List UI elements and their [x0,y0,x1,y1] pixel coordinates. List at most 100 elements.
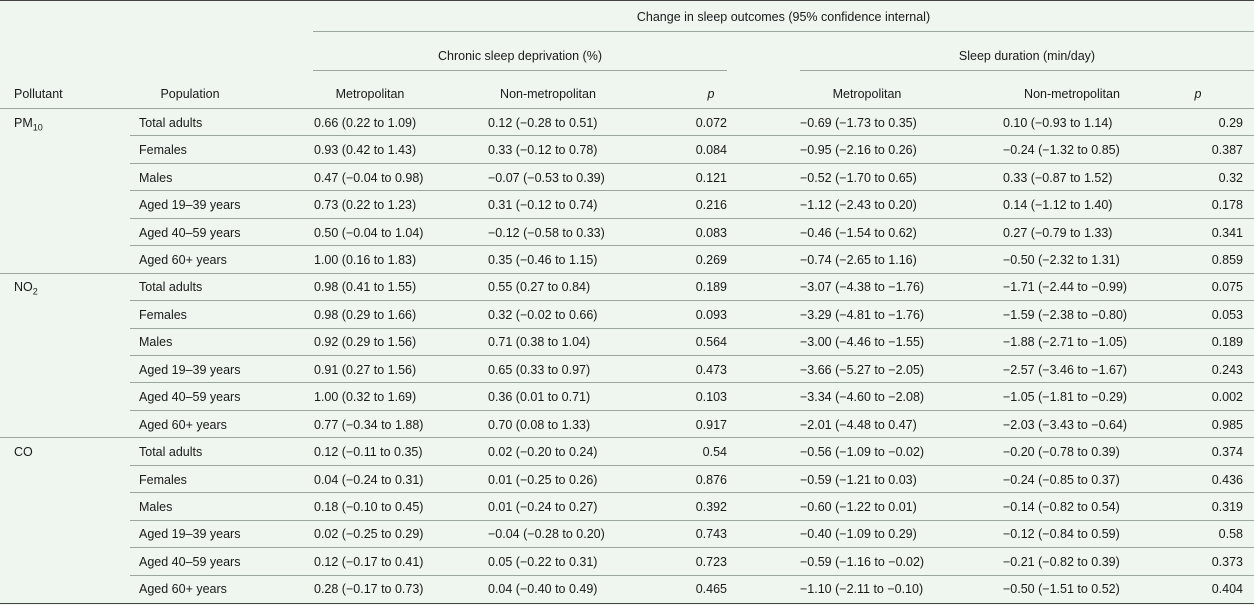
pollutant-subscript: 10 [32,122,43,133]
value-cell: −0.21 (−0.82 to 0.39) [1003,554,1120,569]
pollutant-label: NO2 [14,279,38,300]
title-rule [313,31,1254,32]
value-cell: 0.02 (−0.20 to 0.24) [488,445,598,460]
value-cell: −0.14 (−0.82 to 0.54) [1003,499,1120,514]
value-cell: −1.59 (−2.38 to −0.80) [1003,307,1128,322]
pollutant-name: CO [14,445,33,460]
value-cell: 0.387 [1211,143,1243,158]
group-header: Sleep duration (min/day) [958,49,1096,63]
population-cell: Aged 40–59 years [139,225,241,240]
value-cell: 0.58 [1218,527,1243,542]
population-cell: Total adults [139,280,203,295]
value-cell: 0.319 [1211,499,1243,514]
value-cell: −1.12 (−2.43 to 0.20) [800,198,917,213]
row-rule [130,217,1254,219]
value-cell: 0.10 (−0.93 to 1.14) [1003,115,1113,130]
value-cell: −3.66 (−5.27 to −2.05) [800,362,925,377]
value-cell: 0.12 (−0.11 to 0.35) [314,445,423,460]
value-cell: 0.33 (−0.87 to 1.52) [1003,170,1113,185]
value-cell: 0.392 [695,499,727,514]
value-cell: 0.14 (−1.12 to 1.40) [1003,198,1113,213]
value-cell: 0.985 [1211,417,1243,432]
population-cell: Males [139,499,173,514]
value-cell: 0.70 (0.08 to 1.33) [488,417,591,432]
value-cell: −0.20 (−0.78 to 0.39) [1003,445,1120,460]
value-cell: 0.50 (−0.04 to 1.04) [314,225,424,240]
value-cell: −3.07 (−4.38 to −1.76) [800,280,925,295]
value-cell: 0.072 [695,115,727,130]
value-cell: 0.71 (0.38 to 1.04) [488,335,591,350]
row-rule [0,437,1254,439]
value-cell: −1.10 (−2.11 to −0.10) [800,582,924,597]
row-rule [130,162,1254,164]
value-cell: −2.03 (−3.43 to −0.64) [1003,417,1128,432]
group-header: Chronic sleep deprivation (%) [438,49,602,63]
value-cell: 0.01 (−0.25 to 0.26) [488,472,598,487]
value-cell: 0.093 [695,307,727,322]
value-cell: 0.66 (0.22 to 1.09) [314,115,417,130]
value-cell: −2.01 (−4.48 to 0.47) [800,417,917,432]
column-header: Non-metropolitan [1024,87,1120,101]
value-cell: 0.053 [1211,307,1243,322]
row-rule [130,327,1254,329]
value-cell: 0.465 [695,582,727,597]
value-cell: −1.71 (−2.44 to −0.99) [1003,280,1128,295]
population-cell: Aged 19–39 years [139,527,241,542]
value-cell: 0.216 [695,198,727,213]
value-cell: 0.876 [695,472,727,487]
row-rule [130,519,1254,521]
population-cell: Females [139,143,187,158]
value-cell: 0.27 (−0.79 to 1.33) [1003,225,1113,240]
value-cell: −1.05 (−1.81 to −0.29) [1003,390,1128,405]
value-cell: 0.31 (−0.12 to 0.74) [488,198,598,213]
value-cell: 0.47 (−0.04 to 0.98) [314,170,424,185]
population-cell: Males [139,335,173,350]
value-cell: 0.121 [695,170,727,185]
row-rule [0,272,1254,274]
value-cell: 0.91 (0.27 to 1.56) [314,362,417,377]
population-cell: Total adults [139,445,203,460]
value-cell: −0.46 (−1.54 to 0.62) [800,225,917,240]
value-cell: 0.36 (0.01 to 0.71) [488,390,591,405]
population-cell: Aged 60+ years [139,252,227,267]
value-cell: 0.12 (−0.17 to 0.41) [314,554,424,569]
column-header: Population [160,87,220,101]
value-cell: 0.32 [1218,170,1243,185]
value-cell: 0.917 [695,417,727,432]
value-cell: −0.60 (−1.22 to 0.01) [800,499,917,514]
population-cell: Aged 60+ years [139,417,227,432]
row-rule [130,245,1254,247]
row-rule [130,547,1254,549]
value-cell: 0.01 (−0.24 to 0.27) [488,499,598,514]
value-cell: 0.341 [1211,225,1243,240]
value-cell: −2.57 (−3.46 to −1.67) [1003,362,1128,377]
value-cell: 0.12 (−0.28 to 0.51) [488,115,598,130]
value-cell: −0.59 (−1.16 to −0.02) [800,554,925,569]
value-cell: −0.12 (−0.84 to 0.59) [1003,527,1120,542]
population-cell: Females [139,307,187,322]
value-cell: 0.103 [695,390,727,405]
value-cell: 0.373 [1211,554,1243,569]
pollutant-subscript: 2 [32,286,38,297]
pollutant-name: NO [14,280,33,295]
population-cell: Females [139,472,187,487]
value-cell: 0.473 [695,362,727,377]
row-rule [130,355,1254,356]
value-cell: −0.52 (−1.70 to 0.65) [800,170,917,185]
value-cell: 0.54 [702,445,727,460]
value-cell: 0.04 (−0.40 to 0.49) [488,582,598,597]
row-rule [130,464,1254,466]
value-cell: −0.50 (−1.51 to 0.52) [1003,582,1120,597]
value-cell: 0.436 [1211,472,1243,487]
value-cell: −0.12 (−0.58 to 0.33) [488,225,605,240]
column-header: Pollutant [14,87,63,101]
value-cell: 0.02 (−0.25 to 0.29) [314,527,424,542]
column-header: Metropolitan [335,87,405,101]
row-rule [130,190,1254,192]
value-cell: 0.002 [1211,390,1243,405]
value-cell: 1.00 (0.16 to 1.83) [314,252,417,267]
value-cell: 0.564 [695,335,727,350]
value-cell: −0.24 (−0.85 to 0.37) [1003,472,1120,487]
population-cell: Aged 19–39 years [139,198,241,213]
